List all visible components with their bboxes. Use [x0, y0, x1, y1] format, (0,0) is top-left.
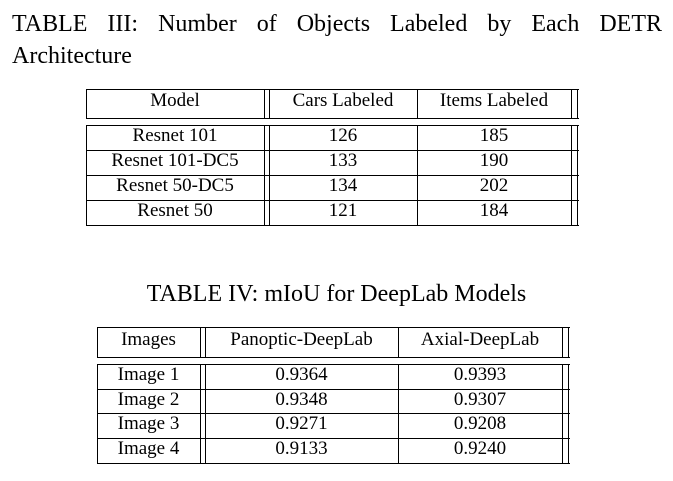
table-column-rule: [264, 125, 265, 226]
table-rule: [97, 327, 570, 328]
table-cell: 133: [328, 150, 358, 171]
table-cell: 0.9348: [275, 389, 328, 410]
table-rule: [97, 389, 570, 390]
table-column-rule: [269, 125, 270, 226]
table-rule: [97, 438, 570, 439]
table-4-caption: TABLE IV: mIoU for DeepLab Models: [146, 281, 527, 307]
table-cell: Resnet 50-DC5: [116, 175, 234, 196]
table-rule: [97, 357, 570, 358]
table-column-rule: [200, 364, 201, 464]
table-cell: 126: [328, 125, 358, 146]
table-column-rule: [562, 327, 563, 358]
table-rule: [86, 225, 579, 226]
table-cell: Image 3: [117, 413, 180, 434]
table-cell: 0.9271: [275, 413, 328, 434]
table-column-rule: [568, 327, 569, 358]
table-cell: Resnet 50: [137, 200, 213, 221]
column-header: Items Labeled: [439, 90, 549, 111]
table-cell: 0.9133: [275, 438, 328, 459]
table-cell: 0.9240: [453, 438, 507, 459]
table-cell: 202: [479, 175, 509, 196]
table-column-rule: [205, 327, 206, 358]
table-rule: [86, 175, 579, 176]
table-cell: Image 2: [117, 389, 180, 410]
table-rule: [97, 413, 570, 414]
table-column-rule: [86, 89, 87, 119]
table-3-caption: TABLE III: Number of Objects Labeled by …: [12, 11, 662, 69]
table-column-rule: [269, 89, 270, 119]
table-cell: 121: [328, 200, 358, 221]
table-rule: [86, 89, 579, 90]
table-column-rule: [97, 364, 98, 464]
table-cell: Resnet 101: [132, 125, 218, 146]
table-column-rule: [568, 364, 569, 464]
table-cell: Resnet 101-DC5: [111, 150, 239, 171]
table-column-rule: [398, 327, 399, 358]
table-cell: 0.9393: [453, 364, 507, 385]
table-column-rule: [577, 125, 578, 226]
table-column-rule: [577, 89, 578, 119]
table-column-rule: [200, 327, 201, 358]
column-header: Images: [121, 329, 176, 350]
column-header: Axial-DeepLab: [420, 329, 540, 350]
column-header: Model: [150, 90, 200, 111]
column-header: Cars Labeled: [292, 90, 394, 111]
table-rule: [86, 118, 579, 119]
table-cell: Image 1: [117, 364, 180, 385]
column-header: Panoptic-DeepLab: [230, 329, 373, 350]
table-rule: [86, 125, 579, 126]
table-rule: [97, 364, 570, 365]
table-cell: 190: [479, 150, 509, 171]
table-column-rule: [205, 364, 206, 464]
table-column-rule: [86, 125, 87, 226]
table-column-rule: [97, 327, 98, 358]
table-rule: [97, 463, 570, 464]
table-rule: [86, 200, 579, 201]
table-column-rule: [417, 125, 418, 226]
table-column-rule: [571, 125, 572, 226]
table-column-rule: [264, 89, 265, 119]
table-cell: 184: [479, 200, 509, 221]
table-cell: 134: [328, 175, 358, 196]
table-column-rule: [571, 89, 572, 119]
table-cell: 185: [479, 125, 509, 146]
table-cell: 0.9364: [275, 364, 328, 385]
table-column-rule: [398, 364, 399, 464]
table-column-rule: [417, 89, 418, 119]
table-cell: 0.9208: [453, 413, 507, 434]
table-cell: 0.9307: [453, 389, 507, 410]
table-cell: Image 4: [117, 438, 180, 459]
table-column-rule: [562, 364, 563, 464]
table-rule: [86, 150, 579, 151]
